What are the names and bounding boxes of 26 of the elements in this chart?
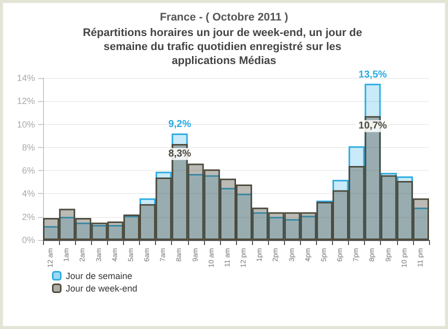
y-tick-label: 4% (22, 188, 35, 199)
bar (75, 218, 92, 240)
y-tick-label: 10% (16, 119, 35, 130)
y-tick-label: 8% (22, 142, 35, 152)
bar (284, 212, 300, 240)
bar (268, 212, 284, 240)
bar (107, 221, 124, 240)
data-label: 13,5% (358, 69, 387, 80)
y-tick-label: 2% (22, 212, 35, 222)
bar (59, 208, 76, 240)
chart-title: France - ( Octobre 2011 ) (160, 12, 289, 24)
y-tick-label: 6% (22, 166, 35, 176)
chart-subtitle: Répartitions horaires un jour de week-end, un jour de semaine du trafic quotidien enregistré sur les applications Médias (82, 27, 366, 67)
data-label: 10,7% (358, 120, 387, 132)
data-label: 9,2% (168, 119, 192, 130)
bar (412, 198, 429, 240)
bar (236, 184, 252, 240)
legend-label: Jour de week-end (66, 283, 138, 294)
legend-label: Jour de semaine (66, 270, 132, 281)
y-tick-label: 0% (22, 235, 35, 245)
data-label: 8,3% (168, 148, 192, 160)
y-tick-label: 12% (16, 96, 35, 106)
bar (43, 218, 60, 240)
y-tick-label: 14% (16, 73, 35, 83)
bar (348, 166, 365, 240)
bar (332, 190, 349, 240)
